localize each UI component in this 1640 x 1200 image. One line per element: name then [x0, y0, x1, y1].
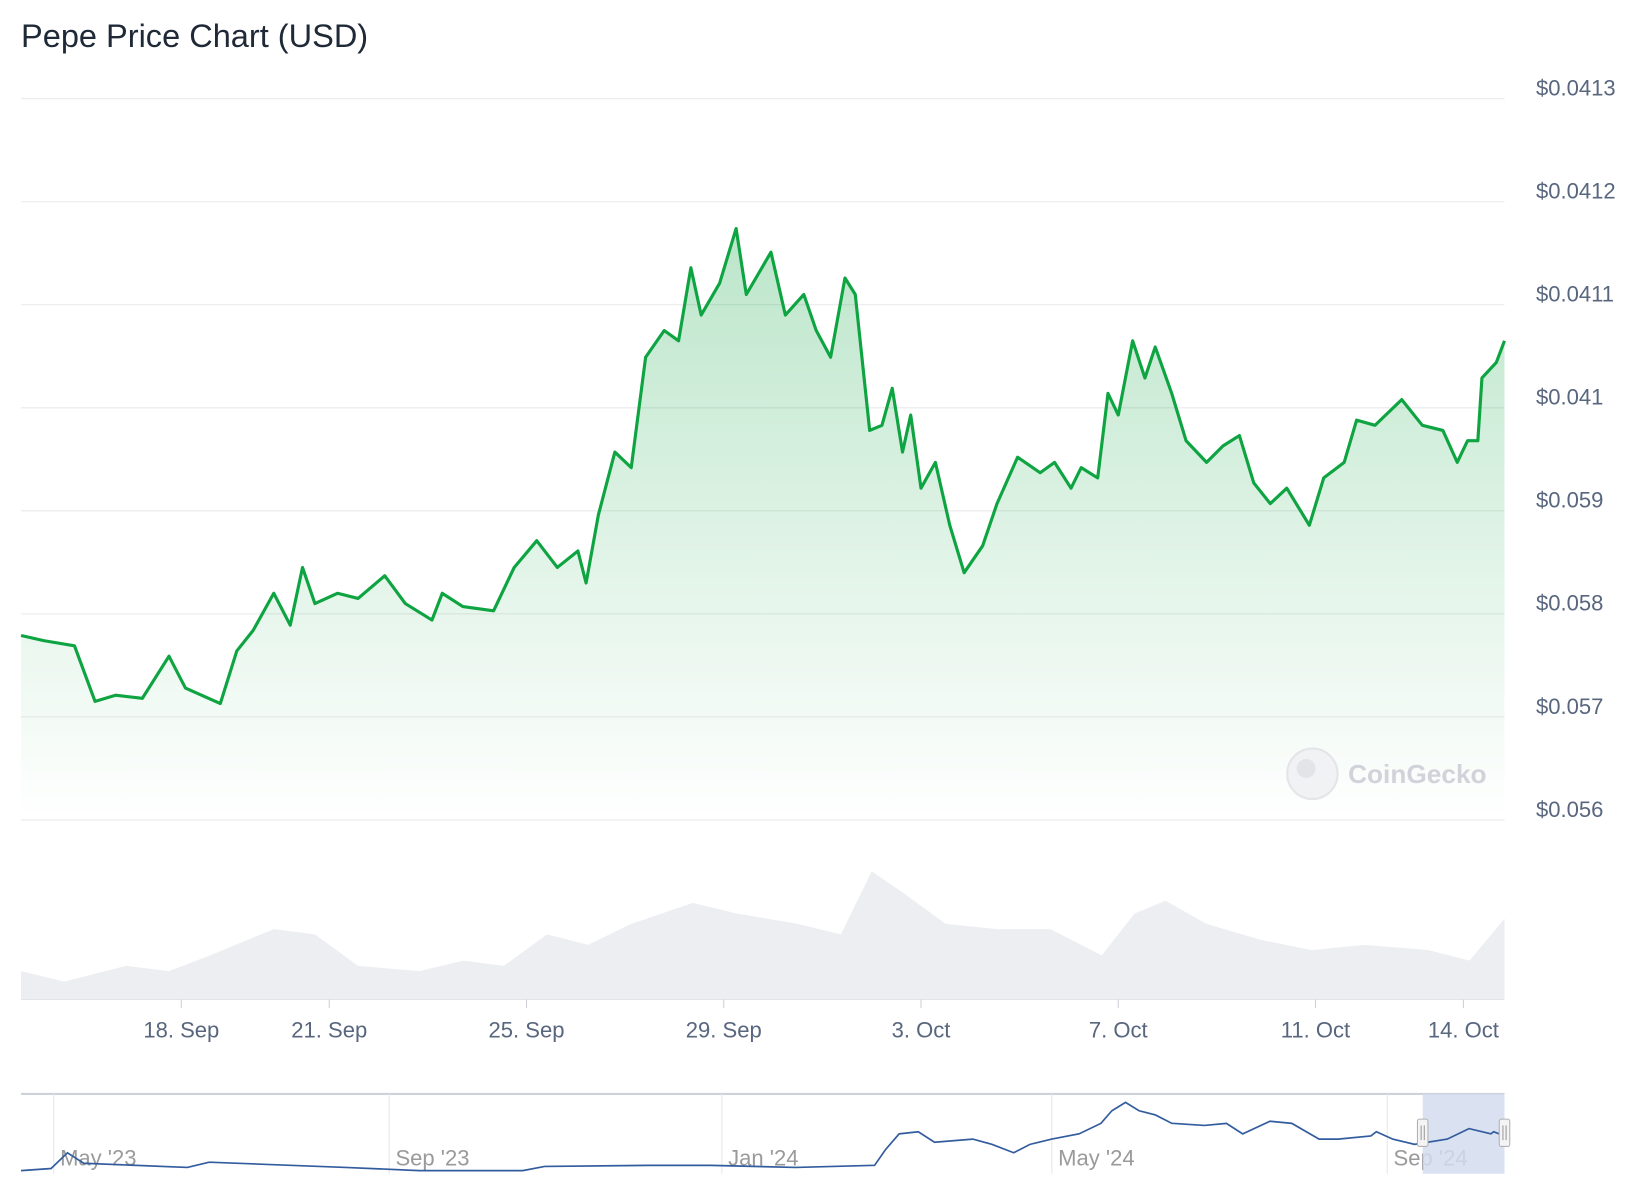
navigator-tick-label: May '24 — [1058, 1145, 1134, 1170]
y-axis: $0.0413 $0.0412 $0.0411 $0.041 $0.059 $0.058 $… — [1536, 76, 1616, 822]
coingecko-watermark: CoinGecko — [1286, 747, 1487, 800]
navigator-handle[interactable] — [1498, 1118, 1511, 1147]
navigator-tick-label: May '23 — [60, 1145, 136, 1170]
x-tick-label: 25. Sep — [489, 1017, 565, 1042]
x-tick-label: 11. Oct — [1281, 1017, 1350, 1042]
y-tick-label: $0.041 — [1536, 385, 1603, 410]
volume-area-fill — [21, 871, 1505, 1000]
x-tick-label: 18. Sep — [143, 1017, 219, 1042]
y-tick-label: $0.0411 — [1536, 282, 1614, 307]
chart-title: Pepe Price Chart (USD) — [21, 18, 368, 54]
x-tick-label: 7. Oct — [1089, 1017, 1148, 1042]
y-tick-label: $0.056 — [1536, 797, 1603, 822]
x-tick-label: 21. Sep — [291, 1017, 367, 1042]
price-line — [20, 226, 1506, 706]
y-tick-label: $0.0413 — [1536, 76, 1616, 101]
navigator-tick-label: Sep '23 — [395, 1145, 469, 1170]
x-tick-label: 3. Oct — [892, 1017, 951, 1042]
x-tick-label: 29. Sep — [686, 1017, 762, 1042]
price-area-fill — [21, 228, 1505, 820]
watermark-text: CoinGecko — [1348, 759, 1487, 789]
x-axis: 18. Sep 21. Sep 25. Sep 29. Sep 3. Oct 7. Oct… — [143, 999, 1499, 1042]
price-series — [20, 226, 1506, 820]
y-tick-label: $0.058 — [1536, 591, 1603, 616]
y-tick-label: $0.059 — [1536, 488, 1603, 513]
x-tick-label: 14. Oct — [1428, 1017, 1499, 1042]
navigator-handle[interactable] — [1416, 1118, 1429, 1147]
y-tick-label: $0.0412 — [1536, 179, 1616, 204]
navigator-line — [20, 1101, 1505, 1172]
y-tick-label: $0.057 — [1536, 694, 1603, 719]
volume-area — [21, 871, 1505, 1000]
